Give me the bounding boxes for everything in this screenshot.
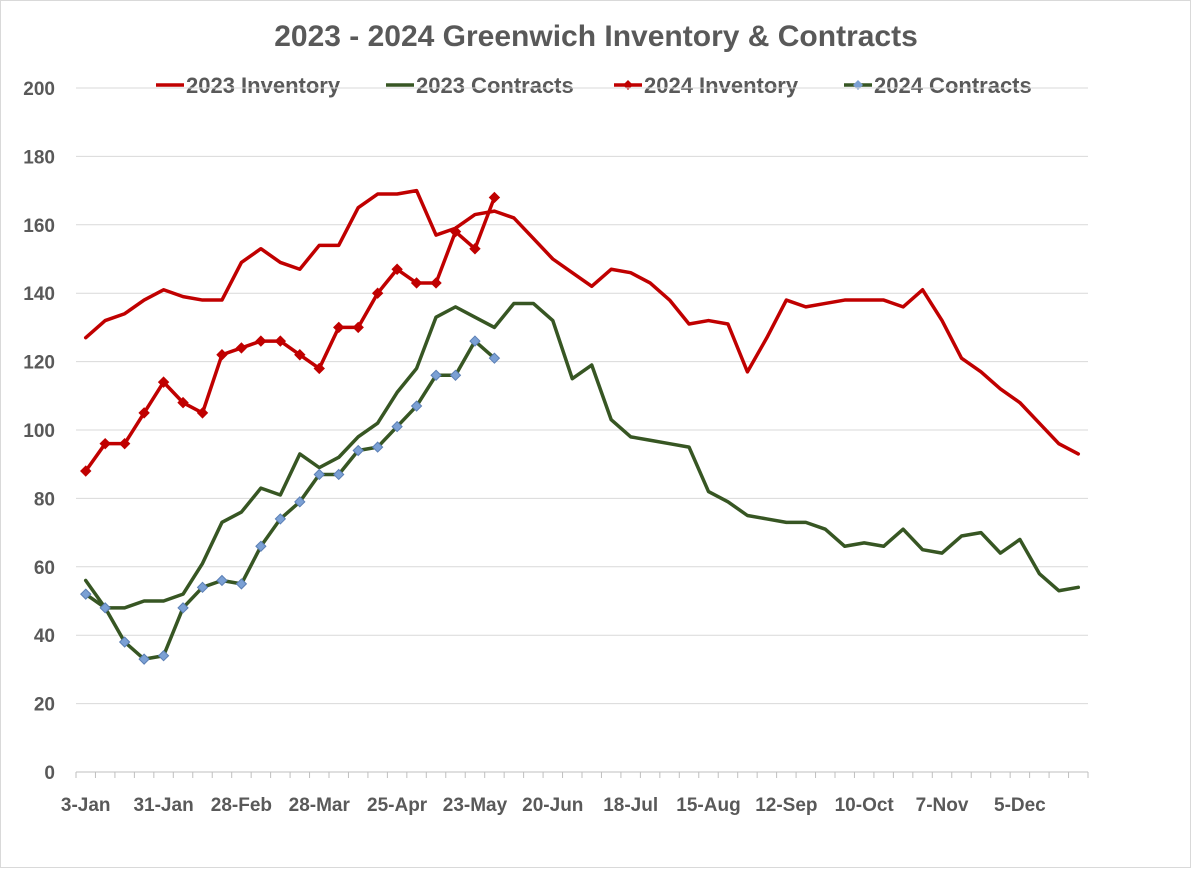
- chart-title: 2023 - 2024 Greenwich Inventory & Contra…: [274, 20, 918, 53]
- series-1: [83, 301, 1081, 610]
- y-axis: 0 20 40 60 80 100 120 140 160 180 200: [23, 79, 55, 784]
- x-tick-label: 23-May: [443, 795, 508, 816]
- y-tick-label: 180: [23, 147, 55, 168]
- x-tick-label: 7-Nov: [916, 795, 969, 816]
- data-point: [99, 602, 111, 614]
- x-tick-label: 15-Aug: [676, 795, 740, 816]
- data-point: [80, 465, 92, 477]
- data-point: [235, 342, 248, 354]
- data-point: [294, 349, 306, 361]
- data-point: [196, 581, 209, 594]
- data-point: [313, 468, 325, 481]
- data-point: [352, 444, 364, 457]
- data-point: [177, 396, 189, 409]
- legend-item: 2023 Inventory: [156, 73, 341, 98]
- series-3: [80, 335, 501, 665]
- data-point: [449, 369, 462, 381]
- x-tick-label: 28-Feb: [211, 795, 272, 816]
- data-point: [410, 277, 423, 289]
- data-point: [235, 578, 248, 590]
- x-axis: 3-Jan 31-Jan 28-Feb 28-Mar 25-Apr 23-May 20-Ju…: [61, 771, 1089, 816]
- series-group: [80, 188, 1081, 665]
- y-tick-label: 20: [34, 695, 55, 716]
- data-point: [313, 362, 325, 375]
- data-point: [255, 540, 267, 552]
- data-point: [449, 225, 462, 238]
- data-point: [333, 321, 345, 334]
- legend-label: 2023 Contracts: [416, 73, 574, 98]
- series-line: [83, 195, 497, 473]
- y-tick-label: 140: [23, 284, 55, 305]
- data-point: [255, 335, 267, 347]
- y-tick-label: 120: [23, 353, 55, 374]
- y-tick-label: 200: [23, 79, 55, 100]
- data-point: [216, 574, 228, 587]
- series-0: [83, 188, 1081, 456]
- data-point: [488, 191, 501, 204]
- gridlines: [76, 87, 1088, 705]
- legend-item: 2023 Contracts: [386, 73, 574, 98]
- data-point: [430, 277, 442, 289]
- x-tick-label: 10-Oct: [835, 795, 895, 816]
- x-tick-label: 5-Dec: [994, 795, 1046, 816]
- legend-label: 2024 Contracts: [874, 73, 1032, 98]
- data-point: [157, 650, 170, 662]
- data-point: [371, 441, 384, 453]
- data-point: [177, 602, 189, 614]
- data-point: [352, 321, 364, 334]
- y-tick-label: 100: [23, 421, 55, 442]
- legend-label: 2024 Inventory: [644, 73, 799, 98]
- y-tick-label: 60: [34, 558, 55, 579]
- legend: 2023 Inventory 2023 Contracts 2024 Invento…: [156, 73, 1032, 98]
- legend-item: 2024 Contracts: [844, 73, 1032, 98]
- data-point: [294, 496, 306, 508]
- legend-item: 2024 Inventory: [614, 73, 799, 98]
- data-point: [469, 243, 481, 255]
- data-point: [80, 588, 92, 600]
- x-tick-label: 12-Sep: [755, 795, 817, 816]
- x-tick-label: 25-Apr: [367, 795, 428, 816]
- x-tick-label: 31-Jan: [133, 795, 193, 816]
- data-point: [410, 400, 423, 412]
- series-line: [83, 339, 497, 661]
- data-point: [488, 352, 501, 364]
- y-tick-label: 40: [34, 626, 55, 647]
- data-point: [391, 420, 403, 433]
- data-point: [138, 653, 150, 665]
- y-tick-label: 160: [23, 216, 55, 237]
- data-point: [138, 407, 150, 419]
- legend-label: 2023 Inventory: [186, 73, 341, 98]
- x-tick-label: 3-Jan: [61, 795, 111, 816]
- x-tick-label: 18-Jul: [603, 795, 658, 816]
- data-point: [333, 468, 345, 481]
- series-2: [80, 191, 501, 477]
- series-line: [83, 188, 1081, 456]
- data-point: [157, 376, 170, 388]
- x-tick-label: 20-Jun: [522, 795, 583, 816]
- data-point: [118, 636, 131, 648]
- data-point: [196, 407, 209, 419]
- data-point: [118, 437, 131, 450]
- data-point: [391, 263, 403, 275]
- data-point: [274, 513, 287, 525]
- y-tick-label: 0: [44, 763, 55, 784]
- data-point: [274, 335, 287, 347]
- data-point: [469, 335, 481, 347]
- y-tick-label: 80: [34, 489, 55, 510]
- series-line: [83, 301, 1081, 610]
- x-tick-label: 28-Mar: [289, 795, 351, 816]
- data-point: [371, 287, 384, 299]
- data-point: [430, 369, 442, 381]
- data-point: [99, 437, 111, 450]
- data-point: [216, 349, 228, 361]
